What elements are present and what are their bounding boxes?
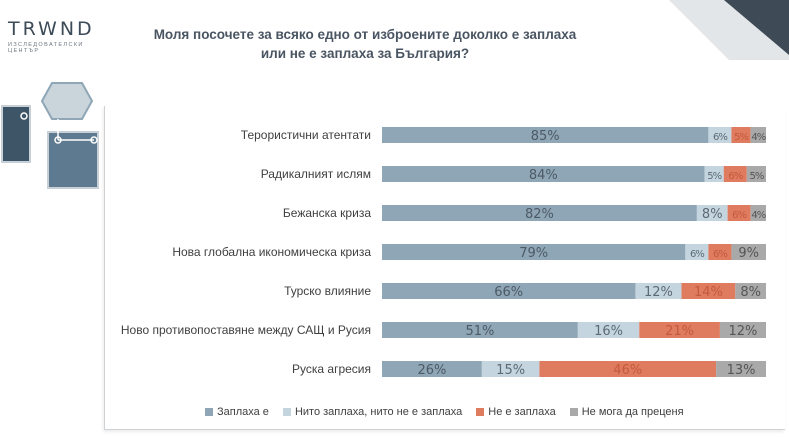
chart-title: Моля посочете за всяко едно от изброенит… (153, 27, 577, 61)
bar-segment-threat (382, 283, 636, 299)
bar-segment-cannot-judge (735, 283, 766, 299)
bar-segment-threat (382, 361, 482, 377)
data-label-cannot-judge: 9% (738, 246, 759, 261)
data-label-neither: 6% (690, 249, 704, 260)
data-label-threat: 79% (519, 246, 548, 261)
legend-label-cannot-judge: Не мога да преценя (581, 406, 684, 418)
legend-swatch-not-threat (476, 408, 485, 416)
data-label-neither: 5% (707, 171, 721, 182)
data-label-neither: 16% (594, 324, 623, 339)
category-label: Терористични атентати (241, 128, 371, 142)
data-label-neither: 6% (713, 132, 727, 143)
bar-segment-not-threat (539, 361, 717, 377)
bar-segment-threat (382, 205, 697, 221)
bar-segment-cannot-judge (750, 205, 766, 221)
data-label-cannot-judge: 5% (749, 171, 763, 182)
legend-swatch-threat (205, 408, 213, 416)
data-label-threat: 26% (417, 363, 446, 378)
logo-subtitle: ИЗСЛЕДОВАТЕЛСКИ ЦЕНТЪР (8, 42, 84, 54)
legend-item-not-threat: Не е заплаха (476, 406, 556, 418)
bar-segment-cannot-judge (716, 361, 766, 377)
bar-segment-neither (685, 244, 709, 260)
bar-segment-neither (704, 166, 724, 182)
bar-segment-not-threat (639, 322, 720, 338)
data-label-not-threat: 5% (734, 132, 748, 143)
bar-segment-threat (382, 244, 686, 260)
data-label-cannot-judge: 13% (727, 363, 756, 378)
data-label-not-threat: 6% (713, 249, 727, 260)
category-label: Турско влияние (284, 284, 371, 298)
logo-wordmark: TRWND (8, 18, 95, 40)
bar-segment-threat (382, 127, 709, 143)
bar-segment-not-threat (708, 244, 732, 260)
legend-item-threat: Заплаха е (205, 406, 269, 418)
logo: TRWND ИЗСЛЕДОВАТЕЛСКИ ЦЕНТЪР (8, 18, 118, 54)
bar-segment-cannot-judge (731, 244, 766, 260)
data-label-threat: 51% (465, 324, 494, 339)
corner-decoration (669, 0, 789, 60)
bar-segment-cannot-judge (746, 166, 766, 182)
bar-segment-not-threat (681, 283, 736, 299)
chart-frame (104, 106, 785, 430)
bar-segment-neither (708, 127, 732, 143)
legend-label-neither: Нито заплаха, нито не е заплаха (294, 406, 463, 418)
data-label-cannot-judge: 8% (740, 285, 761, 300)
bar-segment-not-threat (723, 166, 747, 182)
bar-segment-threat (382, 166, 705, 182)
data-label-cannot-judge: 4% (751, 132, 765, 143)
category-label: Нова глобална икономическа криза (172, 245, 371, 259)
bar-segment-neither (696, 205, 728, 221)
bar-segment-neither (635, 283, 682, 299)
bar-segment-not-threat (731, 127, 751, 143)
data-label-threat: 82% (525, 207, 554, 222)
legend-label-not-threat: Не е заплаха (488, 406, 556, 418)
data-label-cannot-judge: 4% (751, 210, 765, 221)
bar-segment-neither (481, 361, 540, 377)
legend-swatch-neither (282, 408, 291, 416)
bar-segment-cannot-judge (719, 322, 766, 338)
legend-item-cannot-judge: Не мога да преценя (569, 406, 684, 418)
data-label-threat: 85% (531, 129, 560, 144)
bar-segment-not-threat (727, 205, 751, 221)
data-label-neither: 8% (702, 207, 723, 222)
data-label-neither: 12% (644, 285, 673, 300)
chart-legend: Заплаха е Нито заплаха, нито не е заплах… (205, 406, 684, 418)
category-label: Ново противопоставяне между САЩ и Русия (121, 323, 371, 337)
bar-segment-neither (577, 322, 640, 338)
bar-segment-threat (382, 322, 578, 338)
data-label-not-threat: 6% (728, 171, 742, 182)
category-label: Радикалният ислям (261, 167, 371, 181)
legend-swatch-cannot-judge (569, 408, 578, 416)
category-label: Бежанска криза (283, 206, 371, 220)
legend-item-neither: Нито заплаха, нито не е заплаха (282, 406, 463, 418)
data-label-not-threat: 6% (732, 210, 746, 221)
data-label-cannot-judge: 12% (729, 324, 758, 339)
data-label-neither: 15% (496, 363, 525, 378)
category-label: Руска агресия (292, 362, 371, 376)
data-label-not-threat: 46% (613, 363, 642, 378)
data-label-not-threat: 14% (694, 285, 723, 300)
hexagon-decoration (1, 82, 99, 189)
data-label-threat: 66% (494, 285, 523, 300)
data-label-not-threat: 21% (665, 324, 694, 339)
legend-label-threat: Заплаха е (217, 406, 269, 418)
data-label-threat: 84% (529, 168, 558, 183)
bar-segment-cannot-judge (750, 127, 766, 143)
